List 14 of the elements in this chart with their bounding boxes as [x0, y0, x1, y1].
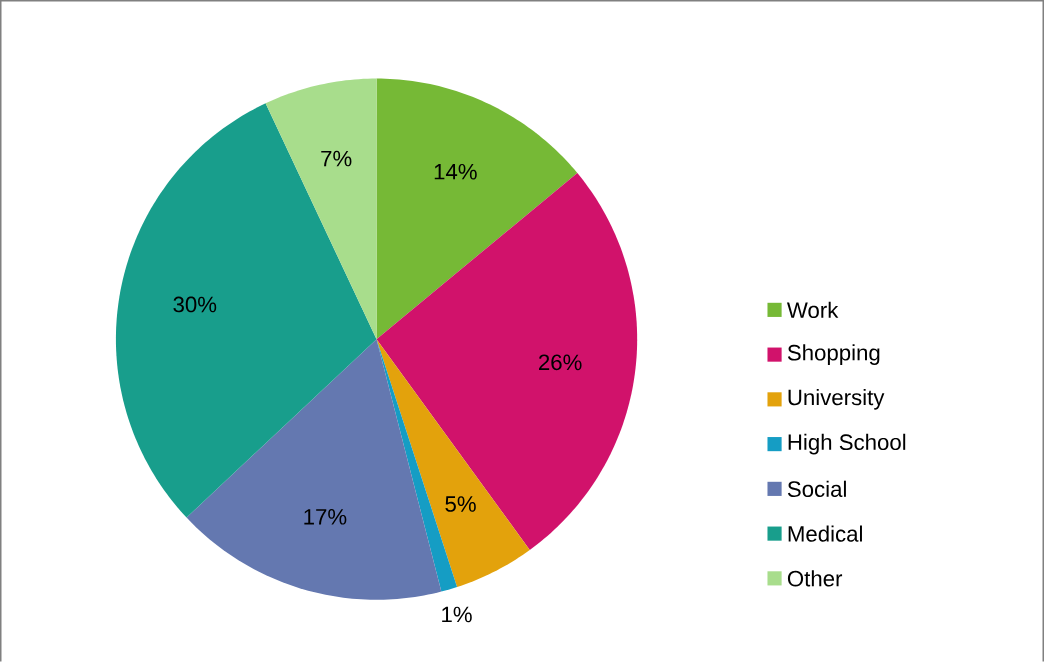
data-label: 7% [321, 150, 352, 167]
legend-label: High School [788, 433, 906, 455]
legend-label: Work [786, 301, 839, 318]
data-label: 30% [173, 296, 217, 313]
legend-label: Other [787, 570, 843, 587]
data-label: 17% [304, 509, 347, 525]
legend-label: Social [787, 480, 846, 497]
legend-label: Medical [788, 525, 862, 542]
legend-label: Shopping [787, 344, 880, 365]
legend-label: University [788, 388, 885, 410]
data-label: 26% [539, 354, 582, 371]
data-label: 14% [434, 163, 477, 180]
data-label: 5% [445, 496, 476, 512]
data-label: 1% [442, 606, 472, 623]
